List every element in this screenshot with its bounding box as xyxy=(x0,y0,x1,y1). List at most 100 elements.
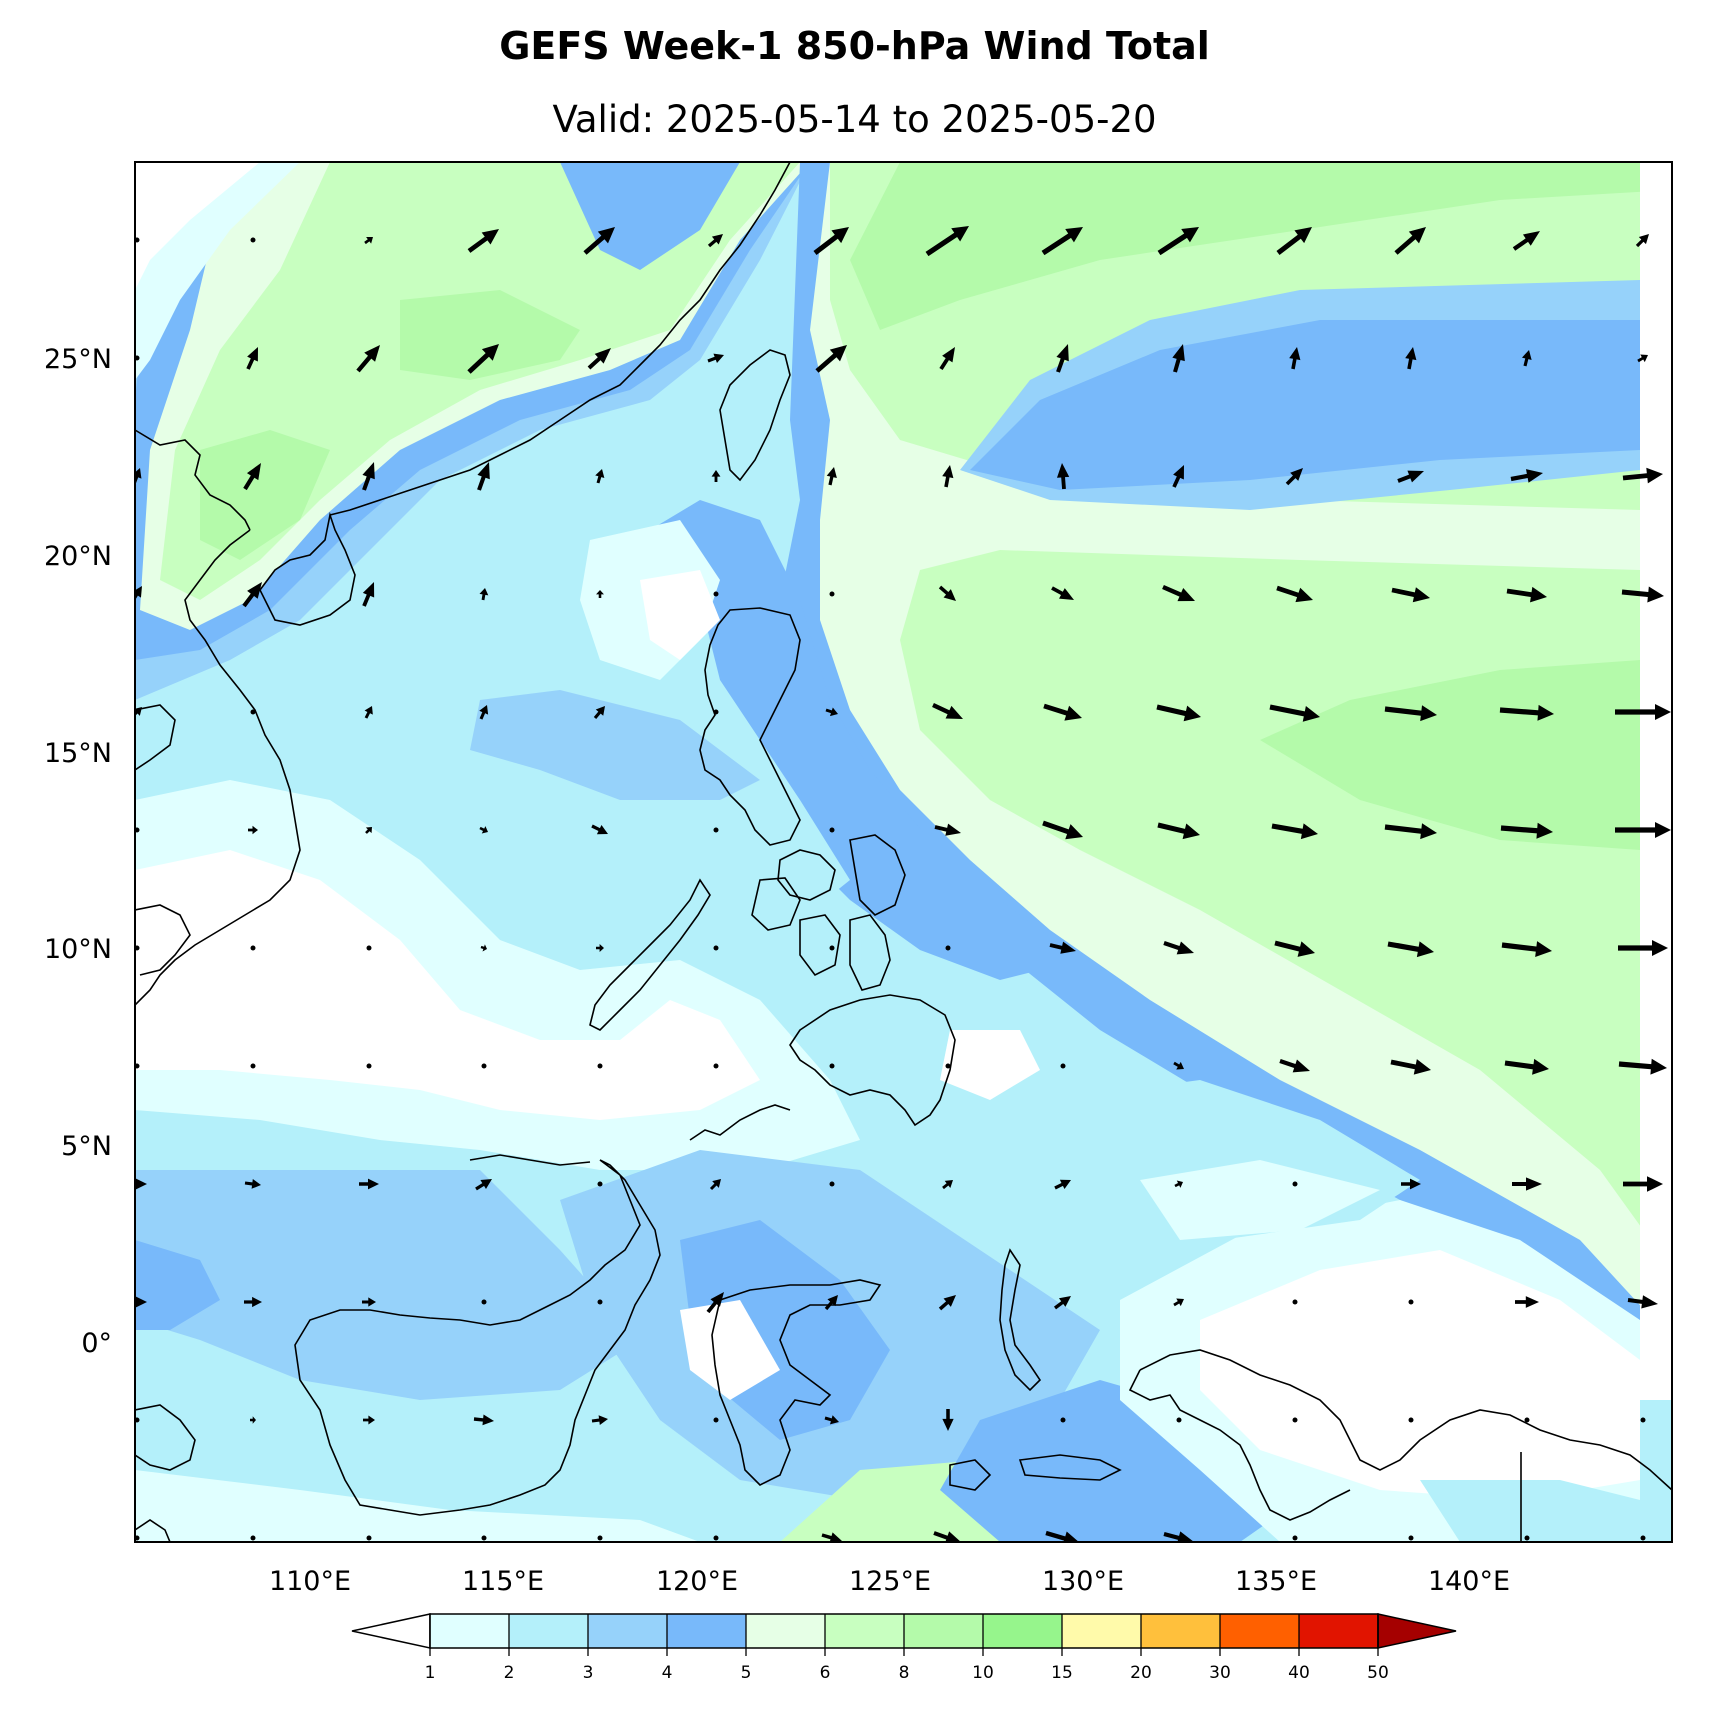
wind-vector xyxy=(829,1063,835,1069)
wind-vector xyxy=(1524,1535,1530,1541)
wind-vector xyxy=(942,1409,954,1431)
coastlines xyxy=(135,162,1672,1542)
wind-vector xyxy=(824,1295,838,1311)
map-frame xyxy=(134,161,1673,1543)
wind-vector xyxy=(243,463,261,491)
wind-vector xyxy=(595,469,605,484)
wind-vector xyxy=(825,707,838,717)
map-subtitle: Valid: 2025-05-14 to 2025-05-20 xyxy=(552,98,1157,141)
shade-band xyxy=(160,162,800,600)
wind-vector xyxy=(362,462,375,491)
colorbar-tick-label: 50 xyxy=(1367,1663,1389,1683)
wind-vector xyxy=(1060,1063,1066,1069)
wind-vector xyxy=(945,945,951,951)
wind-vector xyxy=(707,234,723,248)
colorbar-tick-label: 10 xyxy=(972,1663,994,1683)
coastline-borneo xyxy=(294,1159,661,1516)
wind-vector xyxy=(366,1063,372,1069)
shade-band xyxy=(470,690,760,800)
wind-vector xyxy=(1408,1535,1414,1541)
wind-vector xyxy=(1276,585,1313,603)
wind-vector xyxy=(1635,234,1649,248)
wind-vector xyxy=(713,827,719,833)
wind-vector xyxy=(1408,1417,1414,1423)
shade-band xyxy=(135,162,260,290)
wind-vector xyxy=(829,591,835,597)
wind-vector xyxy=(467,229,499,253)
wind-vector xyxy=(1504,1058,1549,1075)
colorbar-tick-label: 30 xyxy=(1209,1663,1231,1683)
wind-vector xyxy=(932,703,963,719)
wind-vector xyxy=(829,827,835,833)
wind-vector xyxy=(707,353,724,364)
wind-vector xyxy=(1512,231,1540,251)
wind-vector xyxy=(135,1178,147,1190)
wind-vector xyxy=(1615,822,1671,838)
wind-vector xyxy=(596,590,604,598)
wind-vector xyxy=(1053,1296,1071,1310)
colorbar-tick-label: 4 xyxy=(662,1663,673,1683)
lon-tick-label: 110°E xyxy=(269,1566,351,1597)
coastline-luzon xyxy=(699,607,801,846)
wind-vector xyxy=(479,588,489,601)
colorbar-tick-label: 20 xyxy=(1130,1663,1152,1683)
wind-vector xyxy=(477,462,490,491)
colorbar-extend-under xyxy=(351,1613,431,1649)
colorbar-swatch xyxy=(588,1614,667,1648)
wind-vector xyxy=(1292,1181,1298,1187)
shade-band xyxy=(1420,1480,1640,1542)
wind-vector xyxy=(244,1296,262,1308)
wind-vector xyxy=(1510,469,1543,483)
wind-vector xyxy=(591,824,608,835)
lon-tick-label: 125°E xyxy=(849,1566,931,1597)
wind-vector xyxy=(829,945,835,951)
shade-band xyxy=(1260,660,1640,850)
colorbar-swatch xyxy=(667,1614,746,1648)
coastline-sumatra xyxy=(135,1519,171,1542)
wind-vector xyxy=(1512,1177,1542,1191)
wind-vector xyxy=(1397,470,1424,483)
wind-vector xyxy=(1051,586,1074,600)
coastline-halmahera xyxy=(999,1248,1042,1392)
shade-band xyxy=(680,1300,780,1400)
wind-vector xyxy=(481,1299,487,1305)
colorbar-swatch xyxy=(1220,1614,1299,1648)
wind-vector xyxy=(826,467,837,486)
wind-vector xyxy=(479,705,489,720)
wind-vector xyxy=(933,1531,961,1542)
wind-vector xyxy=(356,345,380,373)
wind-vector xyxy=(1640,1535,1646,1541)
shade-band xyxy=(640,570,720,660)
lon-tick-label: 135°E xyxy=(1235,1566,1317,1597)
lat-tick-label: 20°N xyxy=(44,541,112,572)
wind-vector xyxy=(1515,1296,1539,1308)
lat-tick-label: 10°N xyxy=(44,934,112,965)
wind-vector xyxy=(1292,1299,1298,1305)
coastline-seram xyxy=(1018,1454,1122,1481)
coastline-palawan xyxy=(589,878,711,1031)
wind-vector xyxy=(1276,227,1312,255)
wind-vector xyxy=(135,237,140,243)
wind-vector xyxy=(1501,941,1552,958)
wind-vector xyxy=(475,1179,492,1191)
wind-vector xyxy=(706,1292,724,1314)
shade-band xyxy=(1200,1250,1640,1500)
wind-vector xyxy=(1060,1417,1066,1423)
coastline-borneo-north xyxy=(469,1154,591,1166)
wind-vector xyxy=(713,1063,719,1069)
wind-vector xyxy=(1618,940,1668,956)
wind-vector xyxy=(1384,705,1437,722)
wind-vector xyxy=(1269,704,1320,722)
colorbar-swatch xyxy=(904,1614,983,1648)
wind-vector xyxy=(938,585,956,601)
wind-vector xyxy=(1500,822,1553,839)
lon-tick-label: 130°E xyxy=(1042,1566,1124,1597)
colorbar-swatch xyxy=(1062,1614,1141,1648)
lat-tick-label: 15°N xyxy=(44,738,112,769)
wind-vector xyxy=(1042,820,1083,840)
colorbar-swatch xyxy=(983,1614,1062,1648)
wind-vector xyxy=(1157,822,1200,840)
wind-vector xyxy=(1279,1059,1310,1073)
wind-vector xyxy=(135,1063,140,1069)
